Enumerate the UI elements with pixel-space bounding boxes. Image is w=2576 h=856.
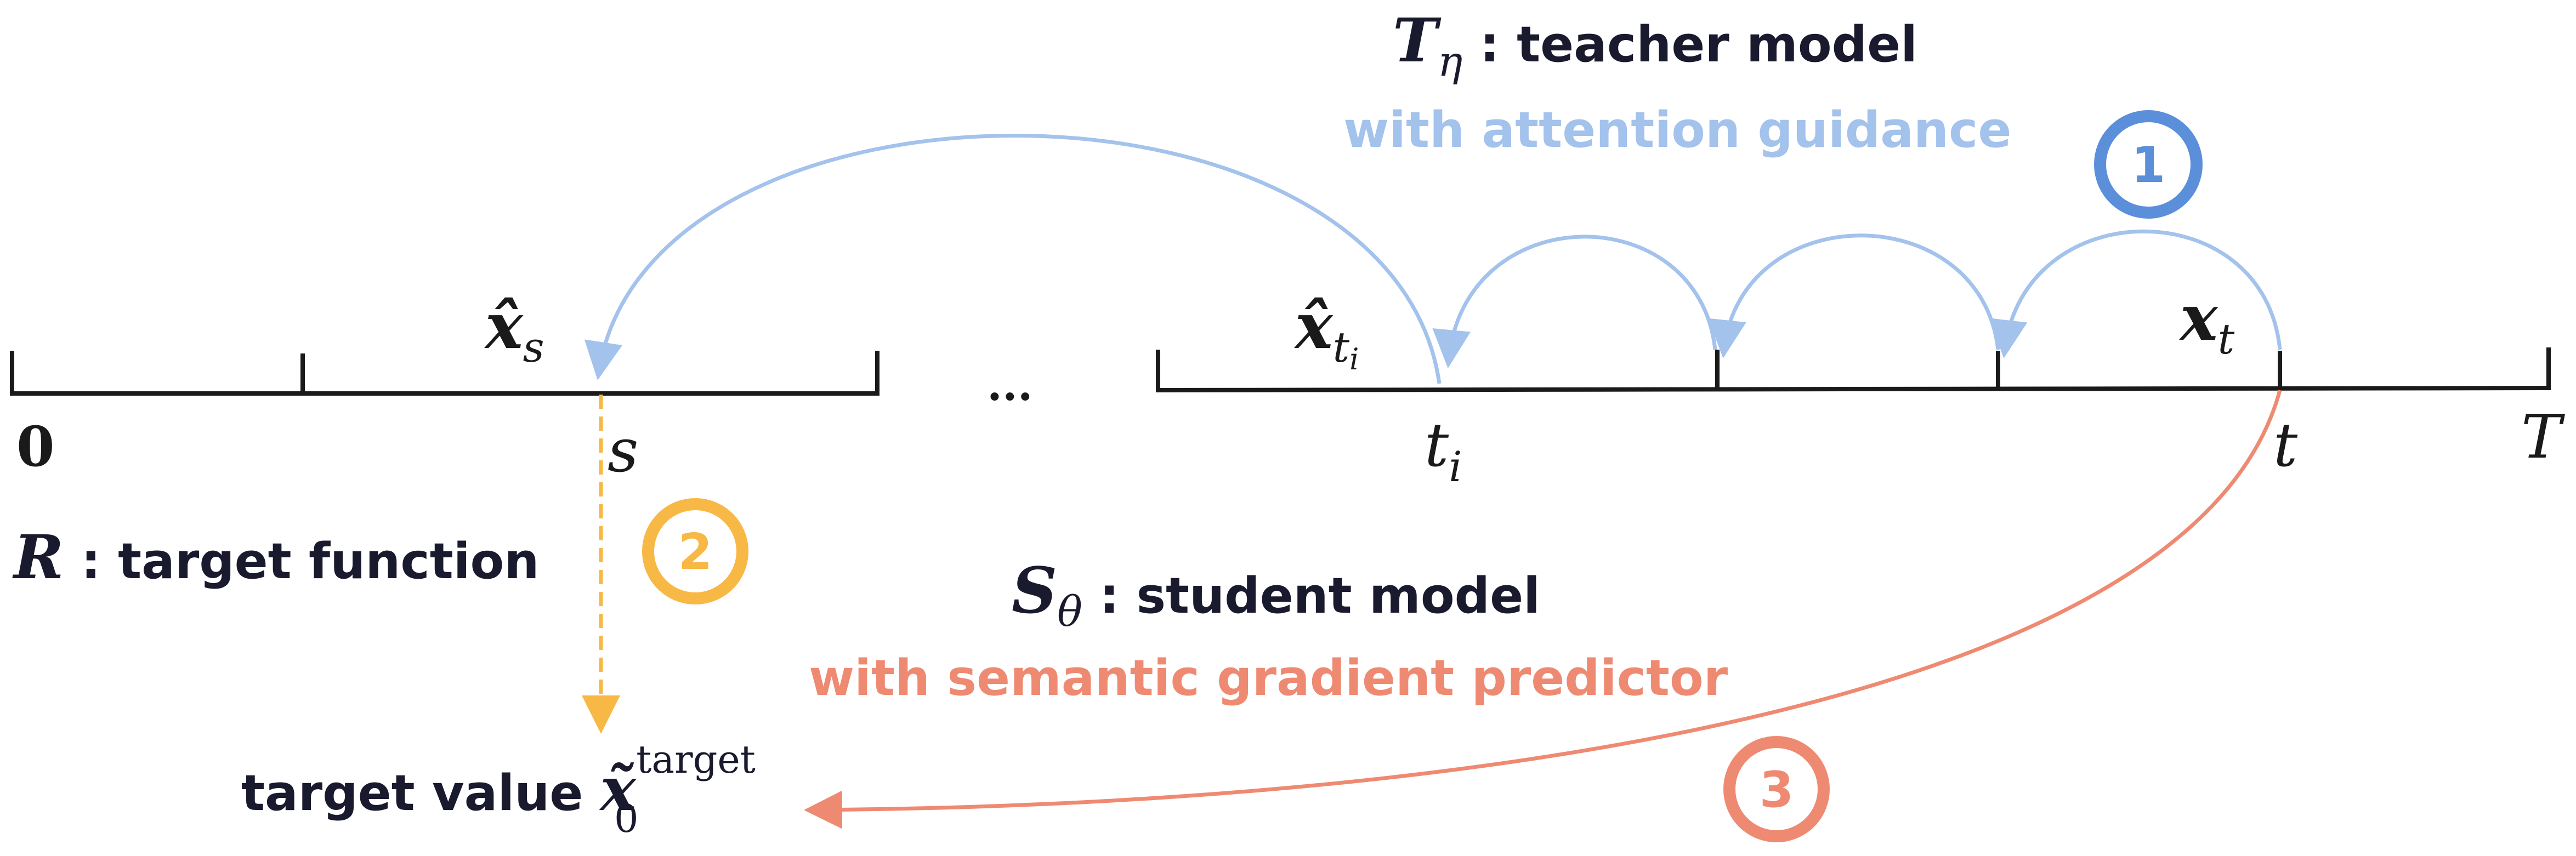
timeline-left bbox=[10, 351, 880, 396]
axis-zero-label: 0 bbox=[16, 414, 55, 479]
ellipsis-label: ... bbox=[987, 359, 1033, 410]
target-value-superscript: target bbox=[636, 737, 756, 782]
target-function-text: : target function bbox=[64, 533, 539, 590]
target-value-subscript: 0 bbox=[614, 796, 639, 841]
student-label-text: : student model bbox=[1082, 567, 1540, 625]
teacher-symbol-subscript: η bbox=[1438, 37, 1463, 85]
target-value-label: target value x̃target bbox=[241, 737, 756, 824]
axis-ti-label: ti bbox=[1425, 410, 1462, 491]
teacher-model-label: Tη : teacher model bbox=[1393, 5, 1917, 85]
badge-step-3-number: 3 bbox=[1760, 761, 1794, 819]
target-value-text: target value bbox=[241, 764, 600, 822]
teacher-guidance-label: with attention guidance bbox=[1343, 101, 2011, 159]
student-symbol: S bbox=[1012, 554, 1057, 628]
badge-step-3: 3 bbox=[1723, 736, 1830, 842]
state-x-ti: x̂ti bbox=[1293, 289, 1359, 376]
badge-step-1-number: 1 bbox=[2131, 136, 2166, 194]
teacher-arrow-step-3 bbox=[1432, 235, 1717, 368]
target-function-symbol: R bbox=[12, 522, 64, 592]
axis-t-label: t bbox=[2273, 410, 2298, 480]
state-x-t-subscript: t bbox=[2218, 315, 2235, 363]
student-predictor-label: with semantic gradient predictor bbox=[809, 649, 1728, 707]
teacher-arrow-big bbox=[584, 134, 1442, 384]
teacher-arrow-step-2 bbox=[1708, 233, 2000, 358]
state-x-ti-subsubscript: i bbox=[1349, 342, 1359, 376]
target-value-symbol: x̃ bbox=[599, 754, 637, 824]
teacher-symbol: T bbox=[1393, 5, 1442, 76]
axis-s-label: s bbox=[608, 415, 638, 486]
axis-ti-subscript: i bbox=[1449, 442, 1462, 491]
badge-step-2-number: 2 bbox=[678, 523, 713, 581]
teacher-arrow-step-1 bbox=[1989, 229, 2282, 358]
state-x-ti-subscript: t bbox=[1333, 323, 1350, 372]
student-arrow bbox=[804, 390, 2282, 829]
state-x-s: x̂s bbox=[484, 289, 544, 372]
student-symbol-subscript: θ bbox=[1057, 587, 1082, 636]
teacher-label-text: : teacher model bbox=[1462, 16, 1917, 73]
axis-T-label: T bbox=[2521, 402, 2566, 472]
student-model-label: Sθ : student model bbox=[1012, 554, 1540, 636]
state-x-t: xt bbox=[2178, 281, 2235, 363]
state-x-s-subscript: s bbox=[523, 323, 544, 372]
teacher-arrows bbox=[584, 134, 2282, 384]
badge-step-2: 2 bbox=[642, 498, 748, 604]
target-function-label: R : target function bbox=[12, 522, 539, 592]
badge-step-1: 1 bbox=[2094, 110, 2203, 219]
timeline-right bbox=[1156, 347, 2551, 392]
